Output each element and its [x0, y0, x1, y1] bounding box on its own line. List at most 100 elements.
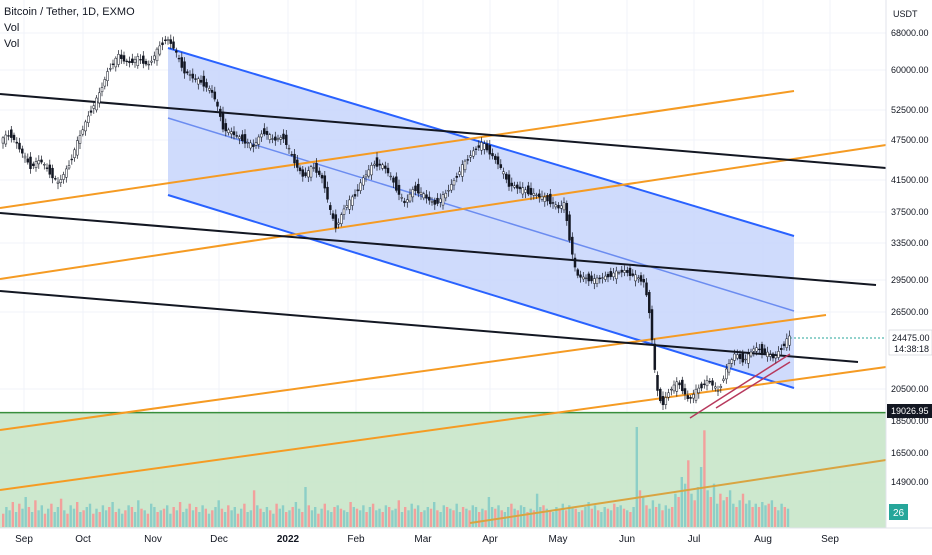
volume-bar-215: [693, 500, 696, 527]
candle-body-39: [109, 68, 112, 70]
candle-body-90: [249, 142, 252, 149]
candle-body-181: [499, 164, 503, 168]
candle-body-197: [543, 196, 547, 202]
candle-body-147: [406, 199, 409, 203]
x-tick-label-5: Feb: [347, 534, 365, 545]
volume-bar-96: [310, 510, 314, 527]
volume-bar-11: [37, 510, 40, 527]
volume-bar-74: [240, 508, 243, 527]
candle-body-15: [43, 164, 46, 166]
volume-bar-163: [526, 512, 529, 527]
volume-bar-30: [98, 512, 101, 527]
candle-body-106: [293, 153, 296, 164]
volume-bar-218: [703, 430, 706, 527]
candle-body-182: [502, 171, 505, 175]
volume-bar-201: [648, 508, 651, 527]
candle-body-235: [648, 292, 651, 314]
candle-body-45: [125, 60, 129, 63]
candle-body-251: [692, 394, 695, 399]
candle-body-89: [246, 142, 250, 144]
candle-body-56: [155, 48, 159, 62]
volume-bar-183: [590, 508, 593, 527]
candle-body-152: [419, 191, 423, 195]
indicator-vol-2[interactable]: Vol: [4, 38, 20, 50]
volume-bar-124: [400, 512, 404, 527]
volume-bar-110: [355, 508, 359, 527]
y-tick-label-0: 68000.00: [891, 28, 929, 38]
candle-body-281: [774, 355, 778, 359]
candle-body-61: [169, 39, 173, 44]
orange-trendline-5: [469, 459, 887, 524]
candle-body-5: [15, 141, 19, 144]
orange-trendline-2: [0, 144, 887, 280]
candle-body-245: [675, 381, 679, 392]
volume-bar-7: [24, 497, 27, 527]
candle-body-282: [777, 351, 780, 358]
candle-body-64: [177, 57, 181, 60]
candle-body-40: [111, 63, 115, 65]
candle-body-253: [697, 387, 701, 394]
volume-bar-174: [561, 503, 564, 527]
volume-bar-212: [683, 483, 687, 527]
candle-body-80: [221, 111, 225, 130]
candle-body-130: [359, 182, 362, 191]
volume-bar-195: [629, 512, 632, 527]
candle-body-150: [414, 185, 417, 192]
candle-body-69: [191, 73, 195, 79]
volume-bar-220: [709, 497, 712, 527]
volume-bar-44: [143, 510, 146, 527]
candle-body-204: [562, 202, 566, 211]
candle-body-165: [455, 176, 459, 178]
volume-bar-48: [156, 512, 159, 527]
candle-body-71: [197, 78, 200, 85]
candle-body-126: [348, 199, 351, 210]
volume-bar-52: [169, 513, 172, 527]
candle-body-47: [131, 58, 134, 63]
candle-body-112: [309, 166, 313, 178]
candle-body-109: [301, 169, 305, 177]
candle-body-145: [400, 197, 404, 199]
volume-bar-239: [770, 500, 774, 527]
candle-body-55: [153, 55, 156, 60]
volume-bar-159: [513, 508, 516, 527]
indicator-vol-1[interactable]: Vol: [4, 22, 20, 34]
candle-body-41: [114, 57, 118, 68]
volume-bar-87: [281, 505, 285, 527]
candle-body-46: [128, 60, 131, 64]
candle-body-58: [161, 42, 164, 46]
candle-body-146: [403, 200, 406, 204]
candle-body-249: [686, 395, 690, 399]
volume-bar-180: [580, 510, 584, 527]
candle-body-94: [260, 133, 263, 138]
volume-bar-121: [391, 510, 394, 527]
wedge-line-1: [689, 353, 791, 419]
y-tick-label-4: 41500.00: [891, 175, 929, 185]
volume-bar-219: [706, 490, 709, 527]
candle-body-17: [48, 164, 52, 175]
y-tick-label-3: 47500.00: [891, 135, 929, 145]
volume-bar-19: [63, 510, 66, 527]
volume-bar-2: [8, 510, 11, 527]
volume-bar-31: [101, 505, 105, 527]
volume-bar-91: [294, 502, 298, 527]
volume-bar-65: [211, 510, 214, 527]
candle-body-103: [285, 134, 288, 145]
volume-bar-182: [587, 502, 590, 527]
volume-bar-76: [246, 512, 249, 527]
candle-body-144: [397, 184, 401, 195]
volume-bar-225: [725, 497, 729, 527]
candle-body-201: [554, 204, 558, 208]
volume-bar-25: [82, 510, 85, 527]
candle-body-88: [243, 134, 247, 144]
candle-body-115: [318, 170, 321, 175]
candle-body-86: [238, 136, 241, 139]
volume-bar-3: [11, 502, 14, 527]
volume-bar-116: [375, 510, 378, 527]
volume-bar-38: [124, 510, 127, 527]
candle-body-169: [466, 159, 470, 161]
candle-body-97: [268, 134, 272, 140]
candle-body-16: [45, 167, 49, 169]
